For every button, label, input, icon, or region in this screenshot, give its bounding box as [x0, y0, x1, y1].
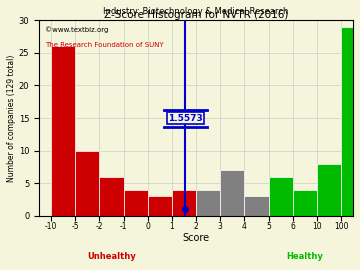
- Text: Unhealthy: Unhealthy: [87, 252, 136, 261]
- Bar: [51, 46, 75, 216]
- Bar: [75, 151, 99, 216]
- Bar: [148, 196, 172, 216]
- X-axis label: Score: Score: [183, 232, 210, 242]
- Bar: [293, 190, 317, 216]
- Bar: [269, 177, 293, 216]
- Bar: [172, 190, 196, 216]
- Y-axis label: Number of companies (129 total): Number of companies (129 total): [7, 54, 16, 182]
- Text: ©www.textbiz.org: ©www.textbiz.org: [45, 26, 109, 33]
- Text: Industry: Biotechnology & Medical Research: Industry: Biotechnology & Medical Resear…: [103, 7, 289, 16]
- Bar: [196, 190, 220, 216]
- Bar: [99, 177, 123, 216]
- Text: Healthy: Healthy: [286, 252, 323, 261]
- Title: Z-Score Histogram for NVTR (2016): Z-Score Histogram for NVTR (2016): [104, 10, 288, 20]
- Text: The Research Foundation of SUNY: The Research Foundation of SUNY: [45, 42, 164, 48]
- Bar: [244, 196, 269, 216]
- Bar: [220, 170, 244, 216]
- Text: 1.5573: 1.5573: [168, 113, 203, 123]
- Bar: [317, 164, 341, 216]
- Bar: [123, 190, 148, 216]
